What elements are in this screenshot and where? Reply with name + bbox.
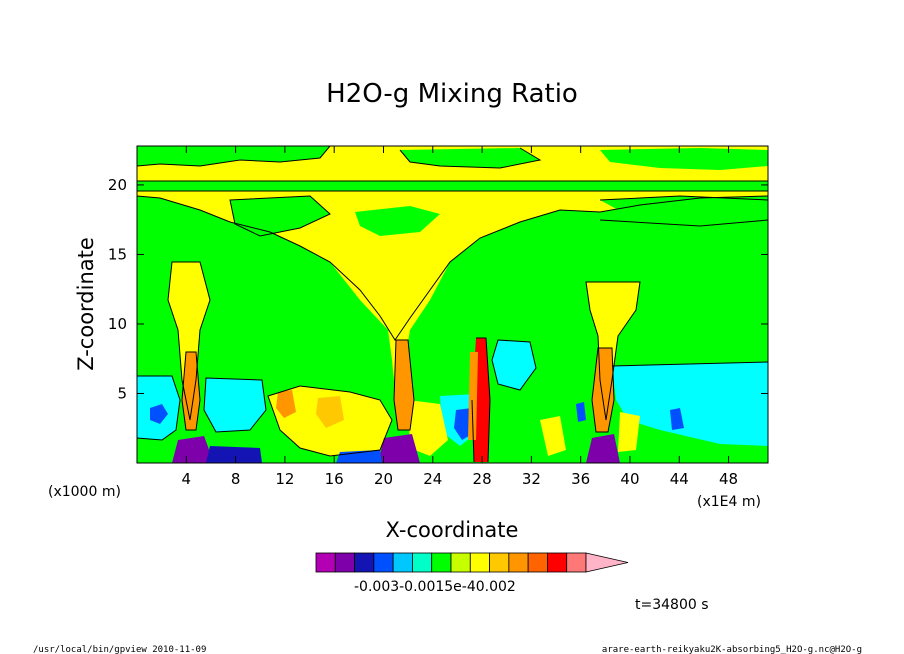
contour-region-blue-3 bbox=[576, 402, 586, 422]
contour-region-green-top-3 bbox=[600, 148, 768, 170]
y-tick-label: 10 bbox=[108, 315, 127, 333]
contour-region-green-upper-mid-3 bbox=[600, 196, 768, 226]
x-tick-label: 44 bbox=[670, 470, 689, 488]
colorbar-swatch bbox=[354, 552, 375, 573]
x-tick-label: 36 bbox=[571, 470, 590, 488]
contour-region-yellow-low-4 bbox=[618, 412, 640, 452]
contour-region-purple-3 bbox=[586, 434, 620, 463]
colorbar bbox=[315, 552, 629, 573]
colorbar-swatch bbox=[566, 552, 587, 573]
colorbar-extension-triangle bbox=[585, 552, 629, 573]
contour-region-orange-blob-2 bbox=[316, 396, 344, 428]
x-tick-label: 16 bbox=[325, 470, 344, 488]
colorbar-swatch bbox=[527, 552, 548, 573]
contour-region-orange-core-3 bbox=[468, 352, 478, 440]
contour-region-orange-blob bbox=[276, 390, 296, 418]
footer-left: /usr/local/bin/gpview 2010-11-09 bbox=[33, 645, 206, 654]
contour-region-cyan-mid bbox=[492, 340, 536, 390]
footer-right: arare-earth-reikyaku2K-absorbing5_H2O-g.… bbox=[602, 645, 862, 654]
x-tick-label: 12 bbox=[275, 470, 294, 488]
y-axis-ticks: 5 10 15 20 bbox=[108, 176, 768, 402]
contour-region-cyan-right bbox=[612, 362, 768, 446]
x-tick-label: 20 bbox=[374, 470, 393, 488]
colorbar-swatch bbox=[489, 552, 510, 573]
y-tick-label: 5 bbox=[117, 384, 127, 402]
x-exponent-label: (x1E4 m) bbox=[697, 494, 761, 510]
y-axis-title: Z-coordinate bbox=[74, 237, 98, 371]
contour-region-yellow-low-2 bbox=[408, 400, 448, 456]
colorbar-swatch bbox=[315, 552, 336, 573]
contour-region-yellow-upper bbox=[137, 146, 768, 340]
contour-lines bbox=[136, 145, 769, 463]
x-axis-title: X-coordinate bbox=[386, 518, 519, 542]
time-label: t=34800 s bbox=[635, 597, 709, 613]
contour-region-cyan-left-2 bbox=[204, 378, 266, 432]
colorbar-swatch bbox=[508, 552, 529, 573]
contour-region-yellow-column-1 bbox=[168, 262, 210, 420]
plot-frame bbox=[136, 145, 769, 464]
contour-region-green-top bbox=[137, 146, 330, 166]
colorbar-labels: -0.003-0.0015e-40.002 bbox=[354, 579, 516, 595]
colorbar-swatch bbox=[469, 552, 490, 573]
contour-region-green-upper-mid bbox=[230, 196, 330, 236]
x-unit-label: (x1000 m) bbox=[48, 484, 121, 500]
y-tick-label: 15 bbox=[108, 245, 127, 263]
contour-region-blue-base bbox=[206, 446, 262, 463]
contour-region-green-band-20 bbox=[137, 181, 768, 191]
contour-region-yellow-low-3 bbox=[540, 416, 566, 456]
contour-region-green-upper-mid-2 bbox=[355, 206, 440, 236]
contour-region-blue-4 bbox=[670, 408, 684, 430]
colorbar-swatch bbox=[450, 552, 471, 573]
x-tick-label: 40 bbox=[620, 470, 639, 488]
contour-region-yellow-column-3 bbox=[586, 282, 640, 420]
contour-region-green-top-2 bbox=[400, 148, 540, 168]
contour-region-purple-1 bbox=[172, 436, 214, 463]
colorbar-swatch bbox=[547, 552, 568, 573]
chart-title: H2O-g Mixing Ratio bbox=[326, 79, 578, 109]
x-tick-label: 4 bbox=[182, 470, 192, 488]
contour-region-orange-core-4 bbox=[592, 348, 614, 432]
contour-region-orange-core-2 bbox=[394, 340, 414, 430]
contour-region-blue-1 bbox=[150, 404, 168, 424]
colorbar-swatch bbox=[412, 552, 433, 573]
colorbar-swatch bbox=[392, 552, 413, 573]
x-axis-ticks: 4 8 12 16 20 24 28 32 36 40 44 48 bbox=[182, 146, 738, 488]
colorbar-swatch bbox=[431, 552, 452, 573]
colorbar-swatch bbox=[373, 552, 394, 573]
x-tick-label: 24 bbox=[423, 470, 442, 488]
contour-region-purple-2 bbox=[378, 434, 420, 463]
x-tick-label: 8 bbox=[231, 470, 241, 488]
contour-plot-area bbox=[136, 145, 769, 464]
contour-region-blue-base-2 bbox=[336, 450, 382, 463]
x-tick-label: 28 bbox=[473, 470, 492, 488]
y-tick-label: 20 bbox=[108, 176, 127, 194]
colorbar-swatch bbox=[334, 552, 355, 573]
x-tick-label: 32 bbox=[522, 470, 541, 488]
contour-region-orange-core-1 bbox=[182, 352, 200, 430]
contour-region-yellow-column-2 bbox=[330, 262, 450, 420]
x-tick-label: 48 bbox=[719, 470, 738, 488]
